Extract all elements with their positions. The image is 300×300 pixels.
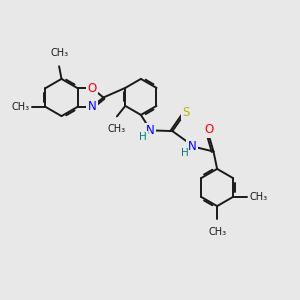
Text: CH₃: CH₃ bbox=[208, 227, 226, 237]
Text: O: O bbox=[204, 123, 214, 136]
Text: H: H bbox=[140, 131, 147, 142]
Text: CH₃: CH₃ bbox=[249, 192, 267, 202]
Text: H: H bbox=[181, 148, 188, 158]
Text: O: O bbox=[87, 82, 97, 95]
Text: N: N bbox=[188, 140, 196, 153]
Text: N: N bbox=[146, 124, 154, 137]
Text: CH₃: CH₃ bbox=[11, 102, 29, 112]
Text: N: N bbox=[88, 100, 96, 113]
Text: CH₃: CH₃ bbox=[50, 48, 68, 58]
Text: CH₃: CH₃ bbox=[108, 124, 126, 134]
Text: S: S bbox=[182, 106, 190, 119]
